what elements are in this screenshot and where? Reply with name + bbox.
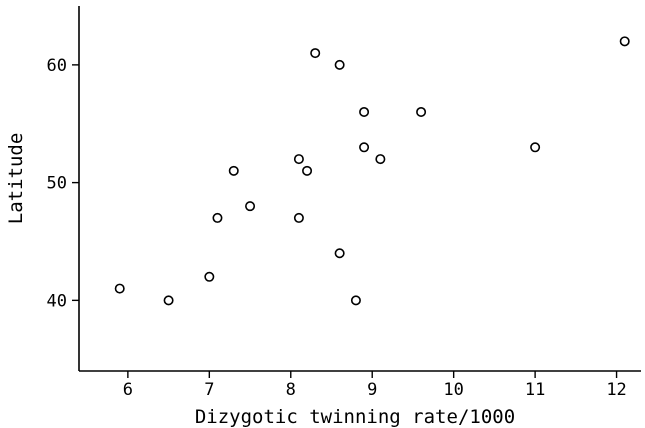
data-point [375,154,386,165]
x-tick-label: 10 [443,380,463,400]
x-tick-label: 12 [606,380,626,400]
data-point [114,283,125,294]
x-tick-label: 11 [525,380,545,400]
y-ticks: 40 50 60 [47,56,79,311]
x-tick-label: 8 [286,380,296,400]
data-point [416,106,427,117]
data-point [293,212,304,223]
data-point [359,142,370,153]
data-point [334,59,345,70]
data-point [293,154,304,165]
data-point [350,295,361,306]
y-tick-label: 50 [47,174,67,194]
x-ticks: 6 7 8 9 10 11 12 [123,371,627,400]
data-point [204,271,215,282]
y-tick-label: 60 [47,56,67,76]
x-axis-title: Dizygotic twinning rate/1000 [195,406,515,428]
data-point [163,295,174,306]
data-point [334,248,345,259]
data-point [212,212,223,223]
data-point [619,36,630,47]
axes [78,6,641,372]
data-point [530,142,541,153]
x-tick-label: 6 [123,380,133,400]
y-axis-title: Latitude [5,133,27,225]
data-point [310,48,321,59]
data-points [114,36,630,306]
data-point [302,165,313,176]
x-tick-label: 9 [367,380,377,400]
data-point [245,201,256,212]
data-point [228,165,239,176]
x-tick-label: 7 [204,380,214,400]
y-tick-label: 40 [47,291,67,311]
data-point [359,106,370,117]
